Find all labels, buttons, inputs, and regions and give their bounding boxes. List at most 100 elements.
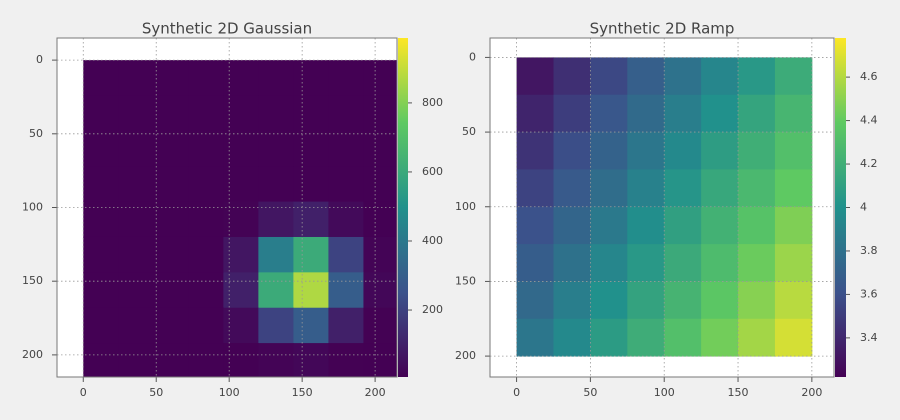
colorbar-tick-label: 200 [422,303,443,316]
cell [258,343,294,377]
cell [590,132,628,170]
cell [223,60,259,96]
cell [664,169,702,208]
y-tick-label: 100 [455,200,476,213]
cell [516,169,554,208]
cell [738,94,776,133]
cell [701,132,739,170]
cell [188,95,224,132]
cell [738,169,776,208]
image [83,60,397,377]
x-tick-label: 0 [80,386,87,399]
cell [701,281,739,320]
cell [328,60,364,96]
cell [153,95,189,132]
x-tick-label: 150 [728,386,749,399]
cell [516,206,554,245]
cell [83,130,119,167]
cell [664,281,702,320]
y-tick-label: 150 [455,274,476,287]
colorbar-tick-label: 3.8 [860,244,878,257]
x-tick-label: 50 [583,386,597,399]
cell [738,57,776,96]
cell [516,244,554,282]
colorbar-tick-label: 4.2 [860,157,878,170]
image [516,57,813,357]
cell [153,166,189,203]
cell [516,132,554,170]
y-tick-label: 100 [22,201,43,214]
chart-title: Synthetic 2D Gaussian [142,20,312,38]
cell [258,60,294,96]
cell [774,132,813,170]
cell [553,206,591,245]
cell [153,201,189,238]
cell [363,307,397,344]
cell [627,318,665,357]
cell [118,343,154,377]
cell [664,244,702,282]
x-tick-label: 100 [219,386,240,399]
cell [701,244,739,282]
cell [118,166,154,203]
cell [223,201,259,238]
cell [516,94,554,133]
cell [590,206,628,245]
y-tick-label: 200 [455,349,476,362]
cell [83,343,119,377]
cell [328,201,364,238]
cell [590,281,628,320]
cell [553,132,591,170]
x-tick-label: 100 [654,386,675,399]
cell [258,307,294,344]
cell [118,130,154,167]
cell [363,166,397,203]
cell [293,95,329,132]
cell [328,307,364,344]
cell [223,95,259,132]
cell [774,281,813,320]
cell [83,272,119,309]
cell [553,281,591,320]
cell [188,272,224,309]
cell [118,307,154,344]
cell [258,95,294,132]
cell [153,272,189,309]
cell [328,166,364,203]
cell [590,57,628,96]
cell [553,94,591,133]
cell [738,281,776,320]
x-tick-label: 200 [801,386,822,399]
cell [627,281,665,320]
colorbar-tick-label: 800 [422,96,443,109]
cell [83,201,119,238]
cell [774,169,813,208]
cell [590,169,628,208]
cell [664,318,702,357]
cell [153,343,189,377]
cell [293,201,329,238]
cell [516,57,554,96]
cell [363,201,397,238]
cell [223,166,259,203]
cell [328,95,364,132]
cell [590,318,628,357]
cell [627,169,665,208]
colorbar [398,38,408,377]
cell [188,236,224,273]
cell [701,206,739,245]
y-tick-label: 150 [22,274,43,287]
cell [83,166,119,203]
colorbar-tick-label: 4.6 [860,70,878,83]
colorbar-tick-label: 3.4 [860,331,878,344]
cell [701,94,739,133]
cell [118,272,154,309]
cell [258,236,294,273]
y-tick-label: 0 [36,53,43,66]
cell [188,166,224,203]
cell [293,130,329,167]
cell [293,307,329,344]
cell [328,130,364,167]
y-tick-label: 0 [469,50,476,63]
